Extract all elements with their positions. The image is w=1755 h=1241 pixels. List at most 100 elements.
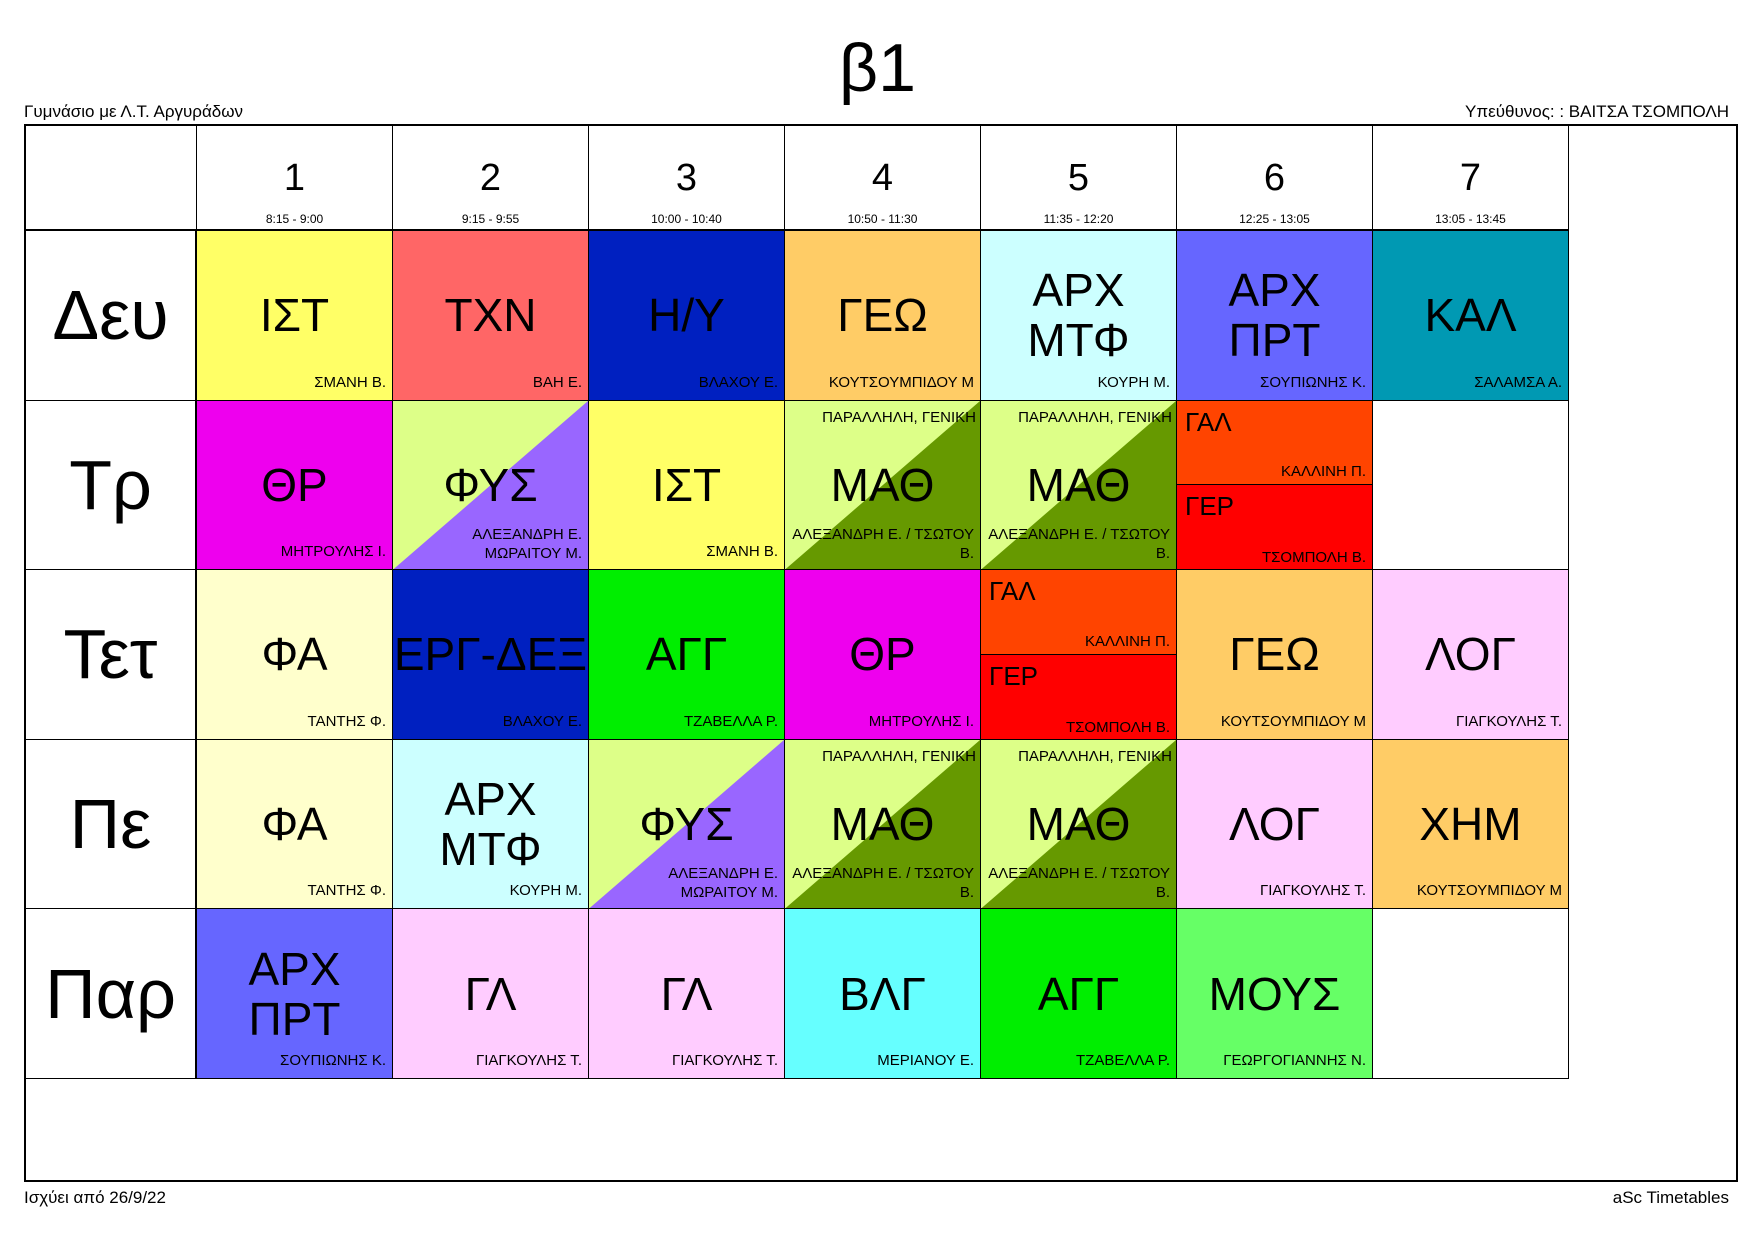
lesson-subject: ΦΥΣ xyxy=(639,798,734,851)
lesson-teacher: ΑΛΕΞΑΝΔΡΗ Ε. / ΤΣΩΤΟΥ Β. xyxy=(792,865,974,902)
lesson-subject: ΜΑΘ xyxy=(830,458,935,511)
lesson-cell[interactable]: ΑΓΓ ΤΖΑΒΕΛΛΑ Ρ. xyxy=(981,909,1177,1079)
lesson-teacher: ΤΑΝΤΗΣ Φ. xyxy=(307,712,386,730)
period-header: 2 9:15 - 9:55 xyxy=(393,126,589,231)
lesson-subject: ΒΛΓ xyxy=(839,967,926,1020)
lesson-cell[interactable] xyxy=(1373,400,1569,571)
split-lesson[interactable]: ΓΑΛ ΚΑΛΛΙΝΗ Π. xyxy=(1177,400,1372,486)
lesson-cell[interactable]: ΠΑΡΑΛΛΗΛΗ, ΓΕΝΙΚΗ ΜΑΘ ΑΛΕΞΑΝΔΡΗ Ε. / ΤΣΩΤΟ… xyxy=(785,739,981,910)
lesson-subject: ΑΡΧ ΜΤΦ xyxy=(439,773,542,876)
lesson-teacher: ΒΛΑΧΟΥ Ε. xyxy=(502,712,582,730)
lesson-cell[interactable]: ΑΓΓ ΤΖΑΒΕΛΛΑ Ρ. xyxy=(589,570,785,740)
lesson-cell[interactable]: ΦΥΣ ΑΛΕΞΑΝΔΡΗ Ε. ΜΩΡΑΙΤΟΥ Μ. xyxy=(393,400,589,571)
lesson-cell[interactable]: ΦΥΣ ΑΛΕΞΑΝΔΡΗ Ε. ΜΩΡΑΙΤΟΥ Μ. xyxy=(589,739,785,910)
lesson-cell[interactable]: ΓΑΛ ΚΑΛΛΙΝΗ Π. ΓΕΡ ΤΣΟΜΠΟΛΗ Β. xyxy=(981,570,1177,740)
period-number: 2 xyxy=(479,157,502,199)
day-label: Παρ xyxy=(26,909,197,1079)
lesson-teacher: ΚΟΥΤΣΟΥΜΠΙΔΟΥ Μ xyxy=(1220,712,1366,730)
split-lesson[interactable]: ΓΕΡ ΤΣΟΜΠΟΛΗ Β. xyxy=(981,654,1176,739)
lesson-subject: ΚΑΛ xyxy=(1424,289,1517,342)
lesson-cell[interactable]: ΘΡ ΜΗΤΡΟΥΛΗΣ Ι. xyxy=(785,570,981,740)
lesson-teacher: ΣΜΑΝΗ Β. xyxy=(314,373,386,391)
lesson-cell[interactable]: ΒΛΓ ΜΕΡΙΑΝΟΥ Ε. xyxy=(785,909,981,1079)
triangle-fill xyxy=(589,739,784,909)
lesson-cell[interactable]: ΦΑ ΤΑΝΤΗΣ Φ. xyxy=(197,570,393,740)
triangle-fill xyxy=(785,400,980,570)
lesson-cell[interactable]: ΠΑΡΑΛΛΗΛΗ, ΓΕΝΙΚΗ ΜΑΘ ΑΛΕΞΑΝΔΡΗ Ε. / ΤΣΩΤΟ… xyxy=(981,400,1177,571)
lesson-cell[interactable]: ΠΑΡΑΛΛΗΛΗ, ΓΕΝΙΚΗ ΜΑΘ ΑΛΕΞΑΝΔΡΗ Ε. / ΤΣΩΤΟ… xyxy=(785,400,981,571)
lesson-cell[interactable]: ΚΑΛ ΣΑΛΑΜΣΑ Α. xyxy=(1373,231,1569,401)
lesson-cell[interactable]: ΙΣΤ ΣΜΑΝΗ Β. xyxy=(197,231,393,401)
lesson-subject: ΓΕΡ xyxy=(989,660,1039,691)
lesson-subject: ΓΑΛ xyxy=(1185,406,1232,437)
period-time: 12:25 - 13:05 xyxy=(1239,212,1310,226)
lesson-cell[interactable]: ΓΛ ΓΙΑΓΚΟΥΛΗΣ Τ. xyxy=(393,909,589,1079)
split-color-triangle xyxy=(981,400,1176,570)
lesson-cell[interactable]: ΕΡΓ-ΔΕΞ ΒΛΑΧΟΥ Ε. xyxy=(393,570,589,740)
lesson-subject: ΓΑΛ xyxy=(989,576,1036,607)
lesson-cell[interactable]: ΙΣΤ ΣΜΑΝΗ Β. xyxy=(589,400,785,571)
split-color-triangle xyxy=(981,739,1176,909)
lesson-teacher: ΑΛΕΞΑΝΔΡΗ Ε. ΜΩΡΑΙΤΟΥ Μ. xyxy=(668,865,778,902)
lesson-teacher: ΓΙΑΓΚΟΥΛΗΣ Τ. xyxy=(1455,712,1562,730)
period-header: 6 12:25 - 13:05 xyxy=(1177,126,1373,231)
period-header: 4 10:50 - 11:30 xyxy=(785,126,981,231)
lesson-subject: ΙΣΤ xyxy=(651,458,722,511)
lesson-subject: ΓΕΩ xyxy=(837,289,928,342)
lesson-teacher: ΜΕΡΙΑΝΟΥ Ε. xyxy=(877,1051,974,1069)
lesson-subject: ΛΟΓ xyxy=(1425,628,1516,681)
period-number: 5 xyxy=(1067,157,1090,199)
school-name: Γυμνάσιο με Λ.Τ. Αργυράδων xyxy=(24,102,244,121)
split-lesson[interactable]: ΓΕΡ ΤΣΟΜΠΟΛΗ Β. xyxy=(1177,485,1372,570)
lesson-teacher: ΒΛΑΧΟΥ Ε. xyxy=(698,373,778,391)
lesson-cell[interactable]: ΜΟΥΣ ΓΕΩΡΓΟΓΙΑΝΝΗΣ Ν. xyxy=(1177,909,1373,1079)
day-name: Τετ xyxy=(63,615,158,694)
lesson-subject: ΘΡ xyxy=(261,458,328,511)
lesson-subject: ΑΡΧ ΠΡΤ xyxy=(1228,264,1321,367)
lesson-cell[interactable]: ΘΡ ΜΗΤΡΟΥΛΗΣ Ι. xyxy=(197,400,393,571)
lesson-cell[interactable]: ΧΗΜ ΚΟΥΤΣΟΥΜΠΙΔΟΥ Μ xyxy=(1373,739,1569,910)
lesson-subject: ΜΑΘ xyxy=(830,798,935,851)
lesson-cell[interactable]: ΤΧΝ ΒΑΗ Ε. xyxy=(393,231,589,401)
period-number: 6 xyxy=(1263,157,1286,199)
lesson-teacher: ΓΕΩΡΓΟΓΙΑΝΝΗΣ Ν. xyxy=(1223,1051,1366,1069)
period-header: 3 10:00 - 10:40 xyxy=(589,126,785,231)
period-number: 3 xyxy=(675,157,698,199)
lesson-teacher: ΓΙΑΓΚΟΥΛΗΣ Τ. xyxy=(475,1051,582,1069)
lesson-cell[interactable]: ΓΕΩ ΚΟΥΤΣΟΥΜΠΙΔΟΥ Μ xyxy=(1177,570,1373,740)
lesson-cell[interactable]: ΦΑ ΤΑΝΤΗΣ Φ. xyxy=(197,739,393,910)
lesson-group: ΠΑΡΑΛΛΗΛΗ, ΓΕΝΙΚΗ xyxy=(1018,408,1172,426)
period-number: 4 xyxy=(871,157,894,199)
triangle-fill xyxy=(981,400,1176,570)
split-color-triangle xyxy=(393,400,588,570)
lesson-teacher: ΚΟΥΡΗ Μ. xyxy=(509,882,582,900)
lesson-cell[interactable]: ΑΡΧ ΜΤΦ ΚΟΥΡΗ Μ. xyxy=(981,231,1177,401)
period-number: 7 xyxy=(1459,157,1482,199)
lesson-teacher: ΚΑΛΛΙΝΗ Π. xyxy=(1084,632,1170,650)
lesson-cell[interactable]: ΠΑΡΑΛΛΗΛΗ, ΓΕΝΙΚΗ ΜΑΘ ΑΛΕΞΑΝΔΡΗ Ε. / ΤΣΩΤΟ… xyxy=(981,739,1177,910)
lesson-teacher: ΑΛΕΞΑΝΔΡΗ Ε. ΜΩΡΑΙΤΟΥ Μ. xyxy=(472,526,582,563)
lesson-subject: ΓΕΡ xyxy=(1185,491,1235,522)
lesson-subject: ΛΟΓ xyxy=(1229,798,1320,851)
lesson-subject: ΧΗΜ xyxy=(1419,798,1522,851)
lesson-cell[interactable]: ΑΡΧ ΠΡΤ ΣΟΥΠΙΩΝΗΣ Κ. xyxy=(1177,231,1373,401)
lesson-cell[interactable]: ΛΟΓ ΓΙΑΓΚΟΥΛΗΣ Τ. xyxy=(1373,570,1569,740)
lesson-cell[interactable] xyxy=(1373,909,1569,1079)
lesson-cell[interactable]: Η/Υ ΒΛΑΧΟΥ Ε. xyxy=(589,231,785,401)
lesson-cell[interactable]: ΑΡΧ ΠΡΤ ΣΟΥΠΙΩΝΗΣ Κ. xyxy=(197,909,393,1079)
credit: aSc Timetables xyxy=(1612,1188,1729,1207)
lesson-subject: ΙΣΤ xyxy=(259,289,330,342)
lesson-cell[interactable]: ΓΕΩ ΚΟΥΤΣΟΥΜΠΙΔΟΥ Μ xyxy=(785,231,981,401)
lesson-subject: ΤΧΝ xyxy=(444,289,537,342)
lesson-subject: Η/Υ xyxy=(648,289,725,342)
lesson-cell[interactable]: ΓΛ ΓΙΑΓΚΟΥΛΗΣ Τ. xyxy=(589,909,785,1079)
lesson-cell[interactable]: ΑΡΧ ΜΤΦ ΚΟΥΡΗ Μ. xyxy=(393,739,589,910)
split-lesson[interactable]: ΓΑΛ ΚΑΛΛΙΝΗ Π. xyxy=(981,570,1176,655)
lesson-subject: ΦΥΣ xyxy=(443,458,538,511)
lesson-cell[interactable]: ΓΑΛ ΚΑΛΛΙΝΗ Π. ΓΕΡ ΤΣΟΜΠΟΛΗ Β. xyxy=(1177,400,1373,571)
day-label: Τρ xyxy=(26,400,197,571)
day-label: Τετ xyxy=(26,570,197,740)
lesson-cell[interactable]: ΛΟΓ ΓΙΑΓΚΟΥΛΗΣ Τ. xyxy=(1177,739,1373,910)
lesson-subject: ΜΑΘ xyxy=(1026,798,1131,851)
period-number: 1 xyxy=(283,157,306,199)
